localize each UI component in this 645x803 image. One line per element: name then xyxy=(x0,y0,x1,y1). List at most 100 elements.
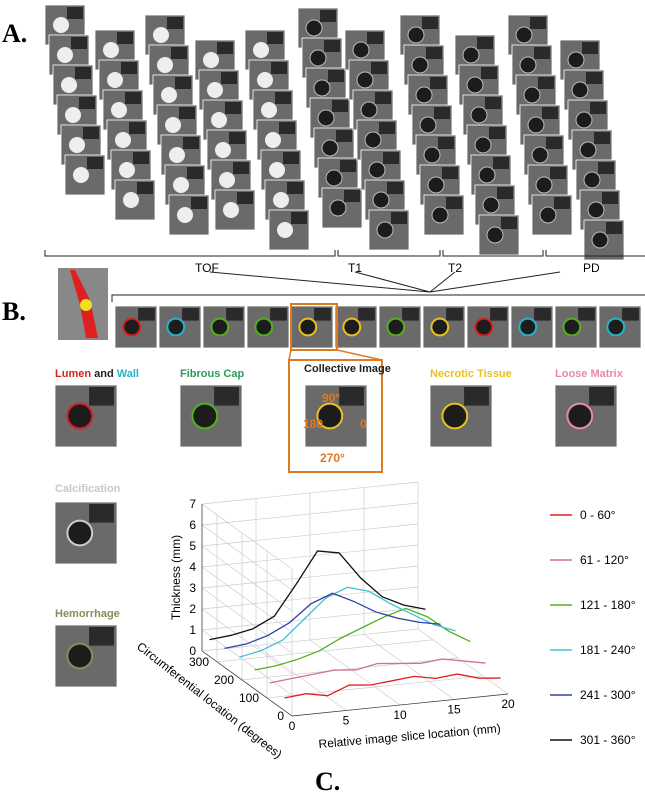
sequence-label: T2 xyxy=(448,261,462,275)
vessel xyxy=(563,319,580,336)
vessel xyxy=(357,72,373,88)
vessel xyxy=(540,207,556,223)
vessel-bright xyxy=(211,112,227,128)
vessel xyxy=(365,132,381,148)
label-part: Wall xyxy=(117,368,139,380)
z-tick-label: 3 xyxy=(189,581,196,595)
tissue xyxy=(237,192,253,204)
tissue xyxy=(267,32,283,44)
tissue xyxy=(344,190,360,202)
tissue xyxy=(229,132,245,144)
vessel xyxy=(576,112,592,128)
vessel xyxy=(471,107,487,123)
legend-label: 181 - 240° xyxy=(580,643,636,657)
tissue xyxy=(501,217,517,229)
vessel xyxy=(326,170,342,186)
vessel-bright xyxy=(253,42,269,58)
tissue xyxy=(534,47,550,59)
series-line xyxy=(255,608,471,670)
component-label: Collective Image xyxy=(304,363,391,375)
vessel xyxy=(343,319,360,336)
vessel xyxy=(255,319,272,336)
vessel-bright xyxy=(119,162,135,178)
tissue xyxy=(183,137,199,149)
tissue xyxy=(175,77,191,89)
component-label: Fibrous Cap xyxy=(180,368,244,380)
tissue xyxy=(402,308,419,321)
legend-label: 61 - 120° xyxy=(580,553,629,567)
tissue xyxy=(578,308,595,321)
plaque-render xyxy=(80,299,92,311)
vessel xyxy=(306,20,322,36)
tissue xyxy=(606,222,622,234)
tissue xyxy=(383,152,399,164)
mri-images xyxy=(45,5,641,687)
x-tick-label: 10 xyxy=(393,708,407,722)
tissue xyxy=(67,7,83,19)
tissue xyxy=(538,77,554,89)
angle-label: 90° xyxy=(322,391,340,405)
tissue xyxy=(590,102,606,114)
y-axis-label: Circumferential location (degrees) xyxy=(134,639,285,761)
vessel xyxy=(299,319,316,336)
tissue xyxy=(434,107,450,119)
vessel xyxy=(572,82,588,98)
sequence-label: TOF xyxy=(195,261,219,275)
vessel xyxy=(211,319,228,336)
tissue xyxy=(598,162,614,174)
vessel xyxy=(353,42,369,58)
slice-bracket xyxy=(112,295,645,302)
vessel xyxy=(192,404,217,429)
vessel-bright xyxy=(277,222,293,238)
tissue xyxy=(214,387,239,406)
tissue xyxy=(79,97,95,109)
vessel-bright xyxy=(61,77,77,93)
tissue xyxy=(89,504,114,523)
vessel xyxy=(408,27,424,43)
tissue xyxy=(464,387,489,406)
vessel xyxy=(520,57,536,73)
tissue xyxy=(287,182,303,194)
tissue xyxy=(550,167,566,179)
vessel xyxy=(475,137,491,153)
vessel xyxy=(524,87,540,103)
component-label: Loose Matrix xyxy=(555,368,624,380)
vessel-bright xyxy=(173,177,189,193)
y-tick-label: 200 xyxy=(214,673,234,687)
vessel-bright xyxy=(257,72,273,88)
x-tick-label: 15 xyxy=(447,703,461,717)
tissue xyxy=(217,42,233,54)
vessel xyxy=(588,202,604,218)
tissue xyxy=(89,627,114,646)
legend-label: 0 - 60° xyxy=(580,508,616,522)
vessel-bright xyxy=(73,167,89,183)
vessel xyxy=(442,404,467,429)
vessel xyxy=(387,319,404,336)
tissue xyxy=(546,137,562,149)
tissue xyxy=(586,72,602,84)
legend-label: 121 - 180° xyxy=(580,598,636,612)
tissue xyxy=(83,127,99,139)
grid-line xyxy=(256,646,346,711)
vessel xyxy=(475,319,492,336)
tissue xyxy=(233,162,249,174)
label-part: and xyxy=(94,368,114,380)
x-tick-label: 20 xyxy=(501,697,515,711)
vessel xyxy=(373,192,389,208)
tissue xyxy=(340,160,356,172)
vessel xyxy=(167,319,184,336)
tissue xyxy=(226,308,243,321)
vessel xyxy=(67,404,92,429)
tissue xyxy=(225,102,241,114)
z-tick-label: 5 xyxy=(189,539,196,553)
vessel-bright xyxy=(123,192,139,208)
vessel xyxy=(568,52,584,68)
series-line xyxy=(270,659,486,683)
tissue xyxy=(283,152,299,164)
vessel xyxy=(532,147,548,163)
vessel-bright xyxy=(273,192,289,208)
vessel-bright xyxy=(177,207,193,223)
panel-label: B. xyxy=(2,297,26,326)
tissue xyxy=(221,72,237,84)
vessel xyxy=(420,117,436,133)
